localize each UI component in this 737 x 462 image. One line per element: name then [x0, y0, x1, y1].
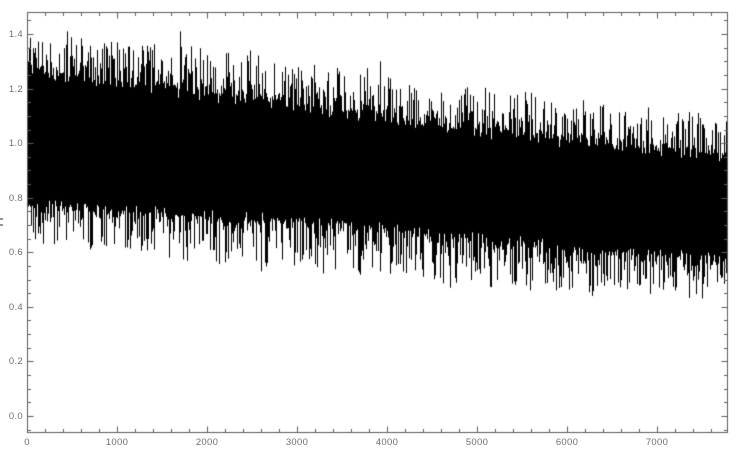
y-tick-label: 0.8 [8, 193, 23, 204]
y-tick-label: 1.2 [8, 84, 23, 95]
x-tick-label: 0 [24, 437, 30, 448]
x-tick-label: 2000 [195, 437, 219, 448]
x-tick-label: 6000 [555, 437, 579, 448]
y-tick-label: 1.4 [8, 29, 23, 40]
y-tick-label: 0.0 [8, 411, 23, 422]
clipped-y-axis-label-fragment [0, 218, 3, 229]
y-tick-label: 0.4 [8, 302, 23, 313]
x-tick-label: 7000 [645, 437, 669, 448]
y-tick-label: 0.2 [8, 356, 23, 367]
y-tick-label: 1.0 [8, 138, 23, 149]
x-tick-label: 3000 [285, 437, 309, 448]
x-tick-label: 1000 [105, 437, 129, 448]
x-tick-label: 4000 [375, 437, 399, 448]
x-tick-label: 5000 [465, 437, 489, 448]
y-tick-label: 0.6 [8, 247, 23, 258]
